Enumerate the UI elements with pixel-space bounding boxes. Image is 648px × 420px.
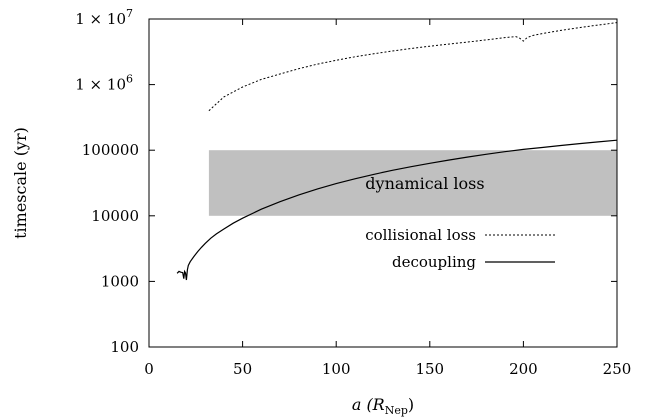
legend-label-collisional-loss: collisional loss [365, 226, 476, 244]
x-axis-label-subscript: Nep [385, 404, 408, 417]
y-tick-label: 1 × 106 [75, 73, 133, 94]
y-tick-label: 10000 [91, 207, 139, 225]
x-tick-label: 150 [415, 360, 444, 378]
y-tick-label: 1000 [101, 272, 139, 290]
dynamical-loss-label: dynamical loss [365, 174, 484, 193]
x-axis-label: a (RNep) [352, 395, 414, 417]
x-tick-label: 200 [509, 360, 538, 378]
y-tick-label: 1 × 107 [75, 7, 133, 28]
series-line-collisional-loss [209, 23, 617, 111]
legend-label-decoupling: decoupling [392, 253, 476, 271]
x-tick-label: 50 [233, 360, 252, 378]
x-axis-label-close: ) [408, 395, 414, 414]
x-tick-label: 0 [144, 360, 154, 378]
x-tick-label: 250 [603, 360, 632, 378]
x-axis-label-main: a (R [352, 395, 385, 414]
x-tick-label: 100 [322, 360, 351, 378]
legend: collisional loss decoupling [365, 226, 555, 271]
y-tick-label: 100000 [82, 141, 139, 159]
y-axis-label: timescale (yr) [11, 127, 30, 239]
y-tick-label: 100 [110, 338, 139, 356]
